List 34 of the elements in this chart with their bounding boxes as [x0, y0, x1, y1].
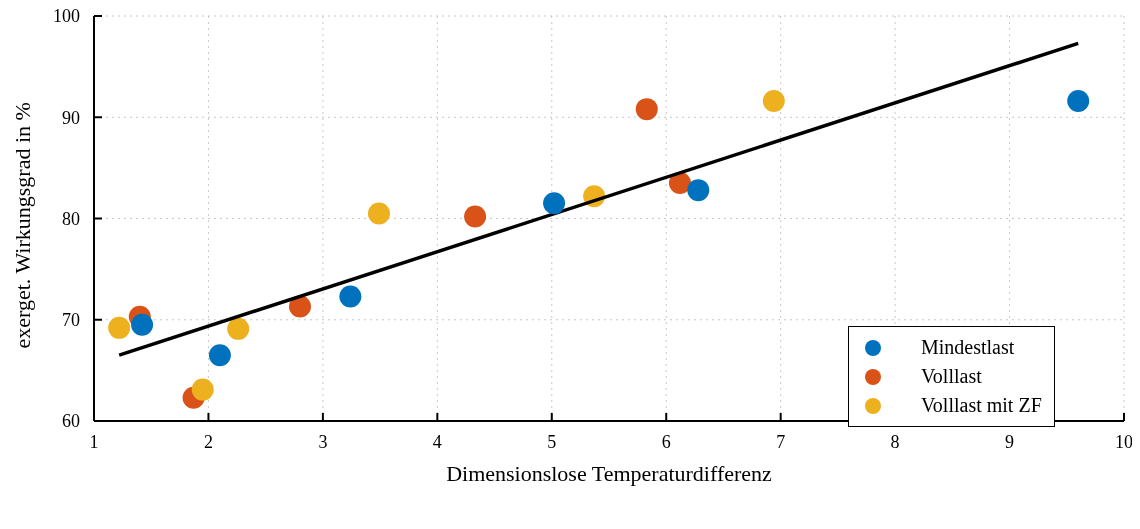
x-tick-label: 3	[318, 431, 328, 452]
point	[543, 192, 566, 215]
x-tick-label: 4	[432, 431, 442, 452]
point	[367, 202, 390, 225]
x-axis-title: Dimensionslose Temperaturdifferenz	[446, 461, 773, 486]
x-tick-label: 9	[1005, 431, 1015, 452]
y-tick-label: 60	[62, 411, 80, 432]
y-tick-label: 70	[62, 310, 80, 331]
point	[339, 285, 362, 308]
x-tick-label: 6	[661, 431, 671, 452]
x-tick-label: 7	[776, 431, 786, 452]
x-tick-label: 1	[89, 431, 99, 452]
point	[131, 313, 154, 336]
point	[762, 90, 785, 113]
point	[191, 378, 214, 401]
legend-label: Volllast mit ZF	[921, 393, 1042, 418]
point	[464, 205, 487, 228]
point	[635, 98, 658, 121]
point	[208, 344, 231, 367]
x-tick-label: 2	[203, 431, 213, 452]
x-tick-label: 8	[890, 431, 900, 452]
legend-label: Volllast	[921, 364, 982, 389]
y-tick-label: 100	[53, 6, 80, 27]
x-tick-label: 5	[547, 431, 557, 452]
y-tick-label: 80	[62, 208, 80, 229]
point	[1067, 90, 1090, 113]
y-tick-label: 90	[62, 107, 80, 128]
point	[108, 316, 131, 339]
y-axis-title: exerget. Wirkungsgrad in %	[9, 102, 35, 349]
point	[687, 179, 710, 202]
x-tick-label: 10	[1115, 431, 1133, 452]
legend-label: Mindestlast	[921, 335, 1015, 360]
point	[227, 317, 250, 340]
point	[289, 295, 311, 318]
